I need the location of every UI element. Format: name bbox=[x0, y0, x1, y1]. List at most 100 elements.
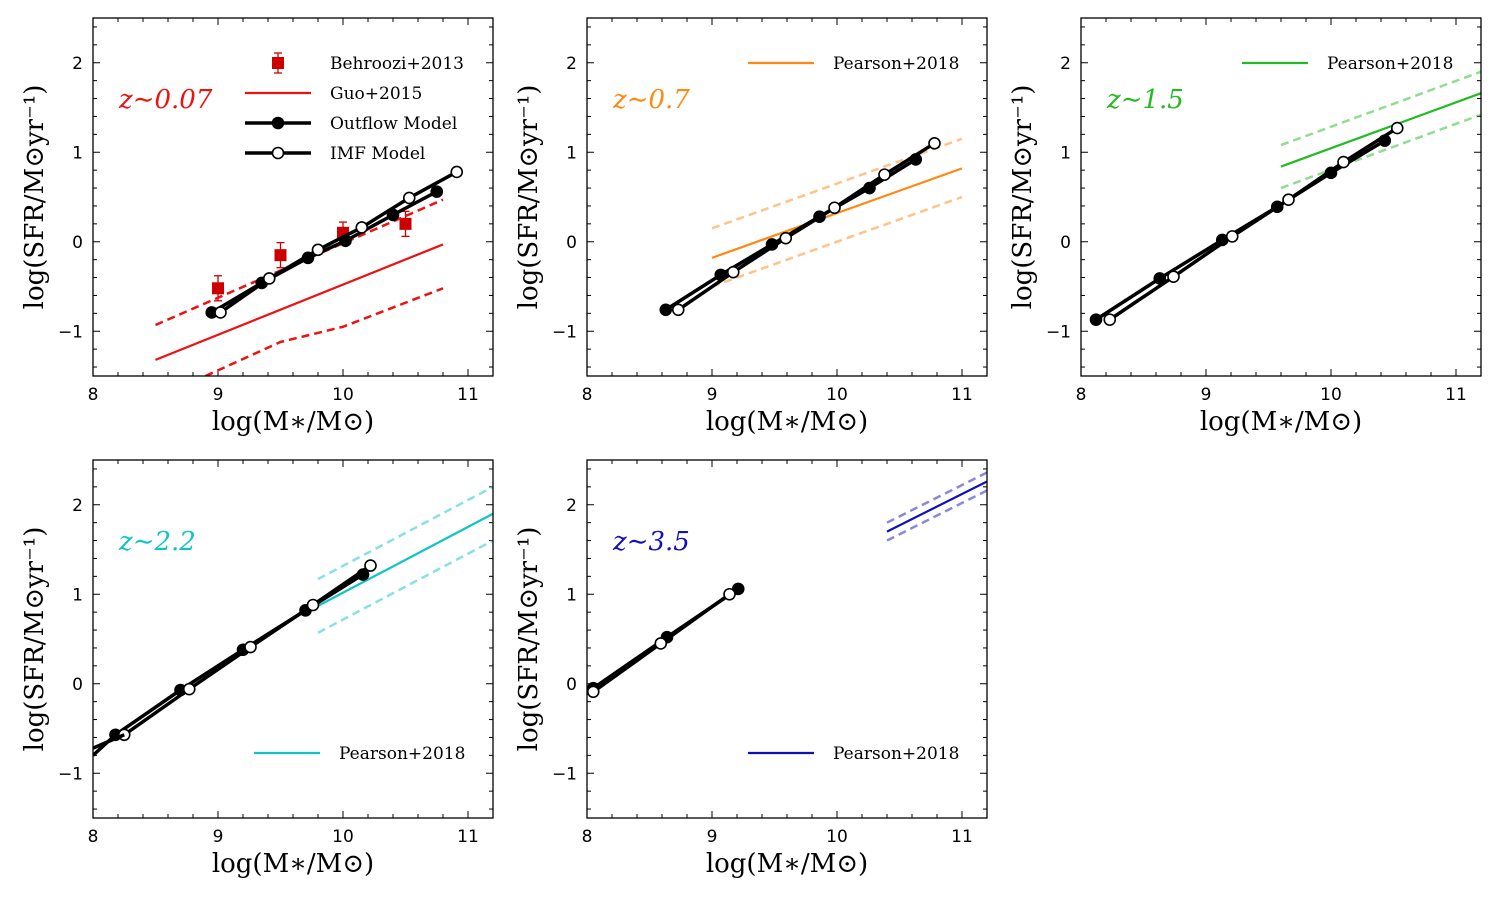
x-axis-label: log(M∗/M⊙) bbox=[1200, 407, 1362, 437]
legend-entry: Behroozi+2013 bbox=[330, 54, 464, 74]
data-point-imf-model bbox=[355, 221, 369, 234]
y-tick-label: 2 bbox=[72, 54, 83, 74]
y-tick-label: 1 bbox=[566, 585, 577, 605]
y-tick-label: 2 bbox=[1060, 54, 1071, 74]
x-axis-label: log(M∗/M⊙) bbox=[706, 407, 868, 437]
x-tick-label: 9 bbox=[213, 827, 224, 847]
data-point-imf-model bbox=[654, 637, 668, 650]
plot-frame bbox=[92, 459, 494, 819]
x-tick-label: 10 bbox=[332, 385, 354, 405]
data-point-imf-model bbox=[726, 265, 740, 279]
series-line-imf-extension bbox=[93, 733, 125, 750]
series-group bbox=[155, 165, 464, 376]
series-dashed-pearson-2018-upper bbox=[886, 471, 987, 524]
y-tick-label: −1 bbox=[58, 322, 83, 342]
x-tick-label: 10 bbox=[826, 385, 848, 405]
y-tick-label: 1 bbox=[72, 143, 83, 163]
redshift-label: z∼1.5 bbox=[1106, 85, 1184, 115]
legend-entry: Pearson+2018 bbox=[833, 744, 959, 764]
x-tick-label: 8 bbox=[88, 827, 99, 847]
x-tick-label: 11 bbox=[951, 385, 973, 405]
x-tick-label: 9 bbox=[707, 827, 718, 847]
x-tick-label: 11 bbox=[457, 385, 479, 405]
chart-panel-3: 8 9 10 11 −1 0 1 2 log(M∗/M⊙) log(SFR/M⊙yr⁻¹) z∼1.… bbox=[1008, 17, 1482, 437]
data-point-imf-model bbox=[587, 685, 600, 699]
y-tick-label: 0 bbox=[1060, 233, 1071, 253]
data-point-imf-model bbox=[779, 231, 793, 245]
redshift-label: z∼3.5 bbox=[612, 527, 690, 557]
series-dashed-pearson-2018-lower bbox=[1280, 113, 1481, 190]
redshift-label: z∼0.07 bbox=[118, 85, 213, 115]
data-point-imf-model bbox=[364, 559, 377, 572]
x-tick-label: 11 bbox=[457, 827, 479, 847]
chart-panel-1: 8 9 10 11 −1 0 1 2 log(M∗/M⊙) log(SFR/M⊙yr⁻¹) z∼0.… bbox=[20, 17, 494, 437]
data-point-imf-model bbox=[214, 306, 227, 319]
y-tick-label: 0 bbox=[566, 675, 577, 695]
x-tick-label: 8 bbox=[88, 385, 99, 405]
data-point-imf-model bbox=[311, 243, 325, 257]
chart-panel-2: 8 9 10 11 −1 0 1 2 log(M∗/M⊙) log(SFR/M⊙yr⁻¹) z∼0.… bbox=[514, 17, 988, 437]
y-tick-label: 2 bbox=[566, 496, 577, 516]
y-tick-label: 1 bbox=[72, 585, 83, 605]
x-tick-label: 10 bbox=[1320, 385, 1342, 405]
series-dashed-guo-2015-lower bbox=[204, 287, 444, 376]
y-tick-label: 2 bbox=[72, 496, 83, 516]
data-point-imf-model bbox=[1167, 270, 1180, 283]
data-point-behroozi bbox=[212, 282, 224, 295]
y-axis-label: log(SFR/M⊙yr⁻¹) bbox=[20, 85, 50, 310]
legend-entry: Guo+2015 bbox=[330, 84, 422, 104]
series-group bbox=[1089, 70, 1481, 326]
legend-entry: IMF Model bbox=[330, 144, 425, 164]
legend: Pearson+2018 bbox=[748, 54, 959, 74]
series-line-pearson-2018 bbox=[886, 480, 987, 533]
data-point-imf-model bbox=[928, 137, 941, 150]
plot-frame bbox=[92, 17, 494, 377]
y-tick-label: −1 bbox=[1046, 322, 1071, 342]
series-dashed-pearson-2018-upper bbox=[1280, 70, 1481, 147]
y-tick-label: 1 bbox=[566, 143, 577, 163]
data-point-imf-model bbox=[402, 191, 416, 205]
series-line-pearson-2018 bbox=[1280, 92, 1481, 168]
data-point-outflow-model bbox=[430, 185, 444, 198]
series-dashed-pearson-2018-lower bbox=[886, 489, 987, 542]
data-point-imf-model bbox=[1103, 313, 1117, 326]
y-tick-label: −1 bbox=[552, 764, 577, 784]
data-point-imf-model bbox=[878, 168, 891, 181]
plot-frame bbox=[586, 459, 988, 819]
x-tick-label: 10 bbox=[332, 827, 354, 847]
y-tick-label: 2 bbox=[566, 54, 577, 74]
series-dashed-pearson-2018-upper bbox=[317, 485, 493, 581]
data-point-behroozi bbox=[399, 217, 412, 230]
y-axis-label: log(SFR/M⊙yr⁻¹) bbox=[514, 527, 544, 752]
series-dashed-pearson-2018-lower bbox=[711, 195, 963, 288]
legend: Behroozi+2013 Guo+2015 Outflow Model IMF Mo… bbox=[245, 52, 464, 164]
model-line-imf-model bbox=[677, 141, 936, 312]
chart-panel-5: 8 9 10 11 −1 0 1 2 log(M∗/M⊙) log(SFR/M⊙yr⁻¹) z∼3.… bbox=[514, 459, 988, 879]
y-tick-label: 0 bbox=[72, 675, 83, 695]
data-point-imf-model bbox=[723, 587, 736, 601]
data-point-outflow-model bbox=[1089, 313, 1103, 326]
plot-frame bbox=[1080, 17, 1482, 377]
data-point-imf-model bbox=[262, 272, 276, 285]
series-group bbox=[587, 471, 987, 699]
legend: Pearson+2018 bbox=[748, 744, 959, 764]
redshift-label: z∼0.7 bbox=[612, 85, 690, 115]
model-line-imf-model bbox=[1108, 126, 1399, 322]
y-axis-label: log(SFR/M⊙yr⁻¹) bbox=[20, 527, 50, 752]
axis-ticks bbox=[92, 18, 494, 376]
legend-marker-circle bbox=[271, 146, 285, 160]
x-tick-label: 8 bbox=[582, 385, 593, 405]
axis-ticks bbox=[92, 460, 494, 818]
chart-panel-4: 8 9 10 11 −1 0 1 2 log(M∗/M⊙) log(SFR/M⊙yr⁻¹) z∼2.… bbox=[20, 459, 494, 879]
y-tick-label: 0 bbox=[566, 233, 577, 253]
data-point-imf-model bbox=[182, 682, 196, 696]
x-axis-label: log(M∗/M⊙) bbox=[706, 849, 868, 879]
y-axis-label: log(SFR/M⊙yr⁻¹) bbox=[514, 85, 544, 310]
series-group bbox=[659, 137, 963, 317]
x-axis-label: log(M∗/M⊙) bbox=[212, 849, 374, 879]
axis-ticks bbox=[1080, 18, 1482, 376]
data-point-imf-model bbox=[450, 165, 464, 179]
series-dashed-pearson-2018-upper bbox=[711, 137, 963, 230]
legend-marker-circle bbox=[271, 116, 285, 130]
